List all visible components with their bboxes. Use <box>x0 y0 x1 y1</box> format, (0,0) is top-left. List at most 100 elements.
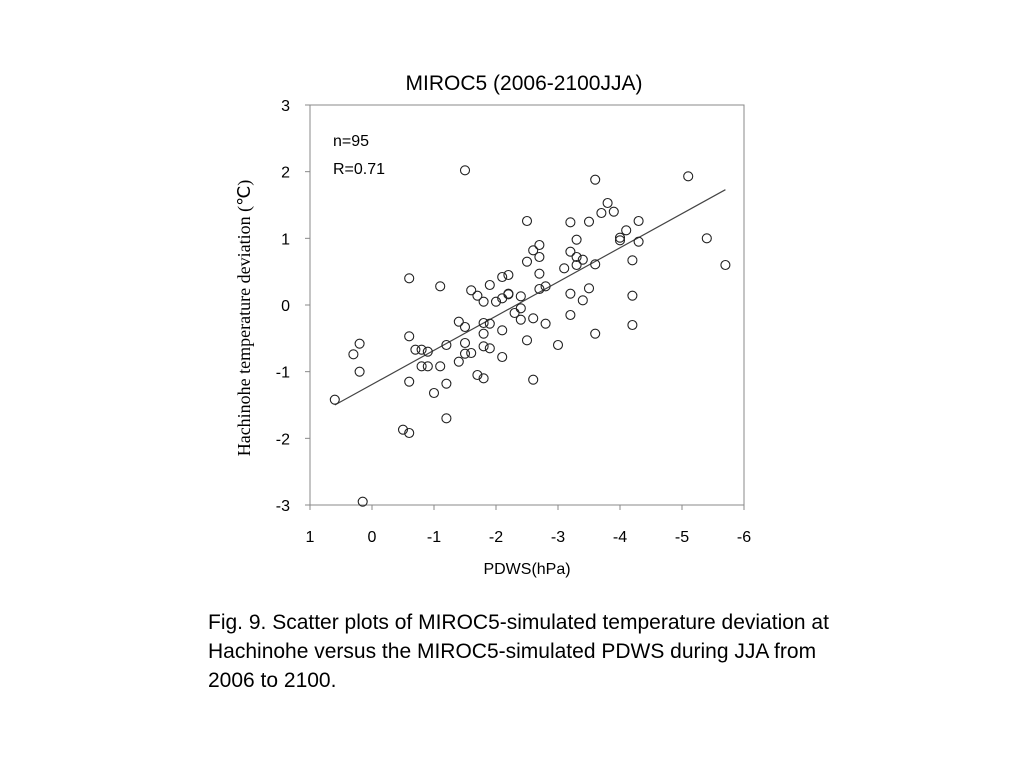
data-point <box>466 347 477 359</box>
data-point <box>614 235 626 246</box>
data-point <box>515 291 526 302</box>
data-point <box>404 331 415 342</box>
data-point <box>416 361 427 372</box>
data-point <box>515 314 526 325</box>
data-point <box>577 295 588 306</box>
data-point <box>404 427 415 439</box>
data-point <box>490 296 502 307</box>
x-tick-label: -6 <box>737 529 751 546</box>
data-point <box>701 233 712 244</box>
data-point <box>466 285 477 296</box>
x-tick-label: -2 <box>489 529 503 546</box>
data-point <box>590 328 601 339</box>
data-point <box>528 313 539 324</box>
data-point <box>521 256 533 267</box>
data-point <box>428 387 440 399</box>
y-tick-label: 2 <box>281 165 290 182</box>
data-point <box>453 316 464 327</box>
data-point <box>354 338 365 349</box>
data-point <box>478 341 489 352</box>
data-point <box>565 309 576 321</box>
y-tick-label: 1 <box>281 231 290 248</box>
data-point <box>459 348 471 359</box>
data-point <box>534 251 545 263</box>
data-point <box>503 288 514 299</box>
data-point <box>354 366 365 377</box>
data-point <box>627 319 638 331</box>
data-point <box>484 279 495 291</box>
data-point <box>435 361 446 372</box>
data-point <box>397 424 409 435</box>
data-point <box>422 346 433 357</box>
data-point <box>602 197 613 209</box>
data-point <box>410 344 421 355</box>
data-point <box>484 318 495 329</box>
data-point <box>608 206 619 217</box>
data-point <box>441 378 452 389</box>
y-tick-label: 0 <box>281 298 290 315</box>
x-tick-label: 1 <box>306 529 315 546</box>
x-axis: 1 0 -1 -2 -3 -4 -5 -6 <box>306 505 751 546</box>
data-point <box>528 374 539 385</box>
data-point <box>441 413 452 424</box>
chart-title: MIROC5 (2006-2100JJA) <box>406 72 643 95</box>
data-point <box>459 337 471 349</box>
scatter-chart: MIROC5 (2006-2100JJA) 3 2 1 0 -1 -2 -3 1 0 -1 -2 -… <box>234 72 751 578</box>
data-point <box>590 174 601 185</box>
annotation-r: R=0.71 <box>333 161 385 178</box>
data-point <box>515 303 526 314</box>
data-point <box>478 317 489 329</box>
data-point <box>540 281 551 292</box>
data-point <box>478 373 489 384</box>
data-point <box>435 281 446 292</box>
data-point <box>497 351 508 363</box>
data-point <box>422 361 433 372</box>
data-point <box>534 283 545 295</box>
data-point <box>596 207 607 219</box>
data-point <box>583 216 595 227</box>
data-point <box>459 321 471 333</box>
data-point <box>478 328 489 339</box>
data-point <box>521 335 533 346</box>
y-axis-label: Hachinohe temperature deviation (℃) <box>234 180 255 457</box>
data-point <box>720 259 731 271</box>
data-point <box>357 496 368 507</box>
y-axis: 3 2 1 0 -1 -2 -3 <box>276 98 310 515</box>
data-point <box>404 273 415 284</box>
data-point <box>348 349 359 360</box>
data-point <box>416 344 427 355</box>
data-point <box>534 239 545 251</box>
data-point <box>571 234 582 245</box>
data-point <box>633 236 644 247</box>
data-point <box>565 288 576 299</box>
data-point <box>484 343 495 354</box>
x-tick-label: 0 <box>368 529 377 546</box>
data-points <box>329 165 731 507</box>
data-point <box>528 245 539 256</box>
x-tick-label: -4 <box>613 529 627 546</box>
data-point <box>627 290 638 301</box>
x-axis-label: PDWS(hPa) <box>483 561 570 578</box>
x-tick-label: -1 <box>427 529 441 546</box>
data-point <box>404 376 415 387</box>
data-point <box>503 269 514 281</box>
data-point <box>633 215 644 227</box>
data-point <box>472 290 483 301</box>
data-point <box>565 217 576 228</box>
data-point <box>497 271 508 283</box>
data-point <box>478 296 489 307</box>
data-point <box>621 225 632 236</box>
data-point <box>559 263 570 274</box>
data-point <box>683 171 694 182</box>
y-tick-label: 3 <box>281 98 290 115</box>
data-point <box>614 232 626 243</box>
data-point <box>459 165 471 176</box>
data-point <box>540 318 551 329</box>
trend-line <box>334 189 726 406</box>
data-point <box>571 251 582 263</box>
data-point <box>590 259 601 270</box>
figure-caption: Fig. 9. Scatter plots of MIROC5-simulate… <box>208 611 829 692</box>
data-point <box>497 325 508 336</box>
data-point <box>534 268 545 279</box>
data-point <box>453 356 464 367</box>
